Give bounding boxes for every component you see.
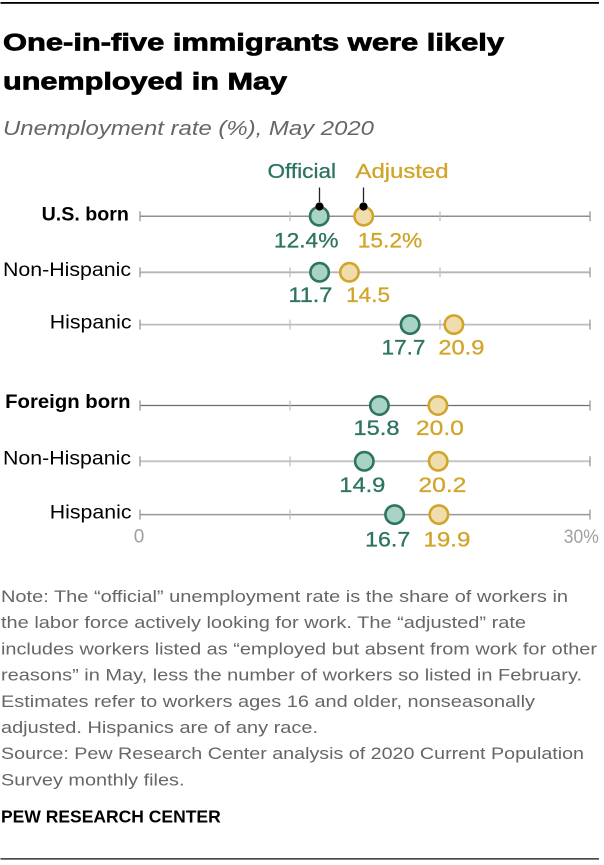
- svg-text:17.7: 17.7: [382, 337, 426, 360]
- svg-text:Official: Official: [268, 160, 337, 183]
- svg-text:adjusted. Hispanics are of any: adjusted. Hispanics are of any race.: [1, 718, 318, 737]
- svg-text:20.2: 20.2: [418, 474, 466, 497]
- svg-text:0: 0: [134, 526, 145, 547]
- svg-text:Estimates refer to workers age: Estimates refer to workers ages 16 and o…: [1, 692, 536, 711]
- svg-text:19.9: 19.9: [423, 528, 470, 551]
- svg-text:20.9: 20.9: [438, 337, 484, 360]
- svg-text:unemployed in May: unemployed in May: [3, 68, 288, 95]
- svg-text:15.2%: 15.2%: [358, 229, 423, 252]
- svg-text:Unemployment rate (%), May 202: Unemployment rate (%), May 2020: [3, 118, 374, 140]
- svg-text:Survey monthly files.: Survey monthly files.: [1, 770, 185, 789]
- svg-text:12.4%: 12.4%: [274, 229, 339, 252]
- svg-text:20.0: 20.0: [416, 417, 464, 440]
- svg-text:Source: Pew Research Center an: Source: Pew Research Center analysis of …: [1, 744, 584, 763]
- svg-text:Adjusted: Adjusted: [356, 160, 449, 183]
- svg-text:14.9: 14.9: [339, 474, 385, 497]
- svg-text:16.7: 16.7: [365, 528, 410, 551]
- svg-text:Non-Hispanic: Non-Hispanic: [3, 449, 131, 470]
- svg-text:Non-Hispanic: Non-Hispanic: [3, 260, 131, 281]
- svg-text:U.S. born: U.S. born: [42, 205, 129, 226]
- svg-text:30%: 30%: [564, 527, 599, 548]
- svg-text:Note: The “official” unemploym: Note: The “official” unemployment rate i…: [1, 587, 568, 606]
- svg-text:Foreign born: Foreign born: [5, 392, 130, 413]
- svg-text:15.8: 15.8: [354, 417, 400, 440]
- svg-text:Hispanic: Hispanic: [50, 313, 132, 334]
- svg-text:reasons” in May, less the numb: reasons” in May, less the number of work…: [1, 666, 582, 685]
- svg-text:the labor force actively looki: the labor force actively looking for wor…: [1, 613, 526, 632]
- svg-text:11.7: 11.7: [288, 284, 332, 307]
- svg-text:Hispanic: Hispanic: [50, 503, 132, 524]
- svg-text:14.5: 14.5: [346, 284, 390, 307]
- svg-text:PEW RESEARCH CENTER: PEW RESEARCH CENTER: [1, 807, 221, 827]
- svg-text:includes workers listed as “em: includes workers listed as “employed but…: [1, 639, 597, 658]
- svg-text:One-in-five immigrants were li: One-in-five immigrants were likely: [3, 30, 505, 57]
